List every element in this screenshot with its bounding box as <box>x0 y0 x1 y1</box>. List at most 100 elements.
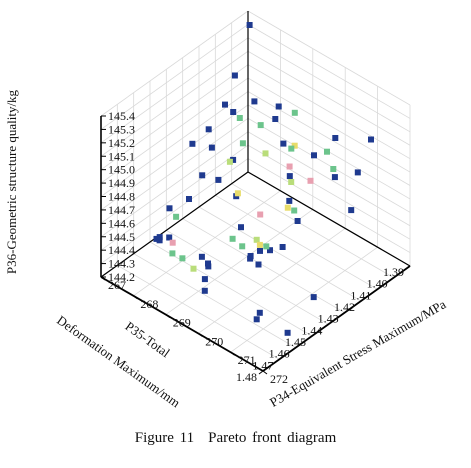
pareto-front-point <box>257 122 264 129</box>
dominated-point <box>279 244 286 250</box>
y-tick-label: 268 <box>140 297 158 311</box>
y-front-edge-line <box>262 265 411 372</box>
grid-line-floor-x <box>182 218 345 314</box>
dominated-point <box>166 205 173 212</box>
pareto-front-point <box>257 211 264 218</box>
axis-layer <box>100 11 411 375</box>
grid-line-back-wall-horizontal <box>247 131 411 227</box>
grid-line-left-wall-horizontal <box>100 144 249 251</box>
dominated-point <box>201 287 208 294</box>
pareto-front-point <box>239 243 246 250</box>
x-tick-label: 1.45 <box>285 335 306 349</box>
dominated-point <box>199 172 206 179</box>
x-tick-label: 1.46 <box>269 347 290 361</box>
x-tick-label: 1.43 <box>318 312 339 326</box>
y-tick-mark <box>100 276 106 281</box>
x-tick-mark <box>356 300 362 305</box>
y-tick-label: 270 <box>205 334 223 348</box>
grid-line-floor-x <box>117 264 280 360</box>
grid-line-back-wall-horizontal <box>247 158 411 253</box>
pareto-front-point <box>229 235 236 242</box>
dominated-point <box>231 72 238 79</box>
dominated-point <box>166 234 173 241</box>
grid-line-left-wall-horizontal <box>100 77 249 184</box>
grid-line-back-wall-horizontal <box>247 64 411 160</box>
grid-line-floor-y <box>165 209 314 315</box>
figure-caption: Figure 11 Pareto front diagram <box>0 430 471 447</box>
dominated-point <box>272 116 279 122</box>
dominated-point <box>331 174 338 181</box>
x-tick-mark <box>291 347 296 352</box>
pareto-front-point <box>291 207 298 214</box>
z-tick-label: 145.0 <box>108 163 135 177</box>
pareto-front-point <box>169 250 176 257</box>
y-tick-label: 267 <box>108 278 126 292</box>
pareto-front-point <box>253 236 260 243</box>
dominated-point <box>280 140 287 147</box>
dominated-point <box>222 101 228 108</box>
dominated-point <box>257 247 263 254</box>
pareto-front-point <box>330 166 337 172</box>
dominated-point <box>189 140 196 147</box>
pareto-front-point <box>173 213 180 220</box>
x-axis-label-line1: P35-Total <box>122 318 173 360</box>
z-tick-label: 145.2 <box>108 136 135 150</box>
z-tick-label: 145.4 <box>108 109 135 123</box>
dominated-point <box>251 98 258 105</box>
dominated-point <box>247 255 254 262</box>
dominated-point <box>267 247 273 254</box>
pareto-front-point <box>190 265 197 272</box>
y-axis-label: P34-Equivalent Stress Maximum/MPa <box>267 296 449 409</box>
y-tick-mark <box>133 295 138 300</box>
dominated-point <box>186 196 192 202</box>
pareto-front-point <box>239 140 246 147</box>
grid-line-left-wall-horizontal <box>100 131 249 238</box>
grid-line-floor-x <box>149 241 313 337</box>
x-tick-mark <box>307 335 313 340</box>
pareto-front-point <box>288 145 295 152</box>
x-tick-mark <box>258 370 264 375</box>
grid-line-left-wall-horizontal <box>100 104 249 211</box>
dominated-point <box>294 218 301 224</box>
y-tick-mark <box>197 332 203 337</box>
grid-line-left-wall-horizontal <box>100 118 249 224</box>
pareto-front-point <box>256 241 263 248</box>
pareto-front-point <box>262 150 269 157</box>
x-tick-label: 1.47 <box>252 358 273 372</box>
grid-line-floor-y <box>133 190 281 297</box>
grid-line-back-wall-horizontal <box>247 91 411 186</box>
pareto-front-point <box>234 190 241 197</box>
dominated-point <box>311 152 317 159</box>
pareto-front-point <box>236 115 243 121</box>
x-tick-mark <box>275 358 280 363</box>
x-tick-mark <box>389 277 394 282</box>
grid-line-back-wall-horizontal <box>247 77 411 173</box>
grid-line-left-wall-horizontal <box>100 91 249 197</box>
x-tick-label: 1.39 <box>383 265 404 279</box>
y-tick-mark <box>262 370 268 375</box>
axis-line-inner-x <box>100 171 249 278</box>
dominated-point <box>230 156 237 163</box>
axis-line-inner-y <box>247 171 411 267</box>
dominated-point <box>238 224 244 231</box>
x-tick-label: 1.42 <box>334 300 355 314</box>
grid-line-floor-x <box>215 194 378 290</box>
x-tick-label: 1.48 <box>236 370 257 384</box>
x-tick-mark <box>373 288 378 293</box>
pareto-front-point <box>291 109 298 116</box>
grid-line-left-wall-horizontal <box>100 50 249 157</box>
grid-line-floor-x <box>166 229 329 325</box>
x-tick-label: 1.44 <box>301 323 322 337</box>
z-tick-label: 144.7 <box>108 203 135 217</box>
figure-title: Pareto front diagram <box>208 430 337 446</box>
x-tick-label: 1.41 <box>350 288 371 302</box>
dominated-point <box>255 261 262 268</box>
pareto-front-point <box>169 239 176 246</box>
dominated-point <box>256 309 263 316</box>
z-tick-label: 144.8 <box>108 190 135 204</box>
x-axis-label-line2: Deformation Maximum/mm <box>54 312 183 410</box>
z-tick-label: 144.5 <box>108 230 135 244</box>
grid-line-left-wall-horizontal <box>100 24 249 130</box>
dominated-point <box>205 260 211 267</box>
dominated-point <box>198 253 205 260</box>
